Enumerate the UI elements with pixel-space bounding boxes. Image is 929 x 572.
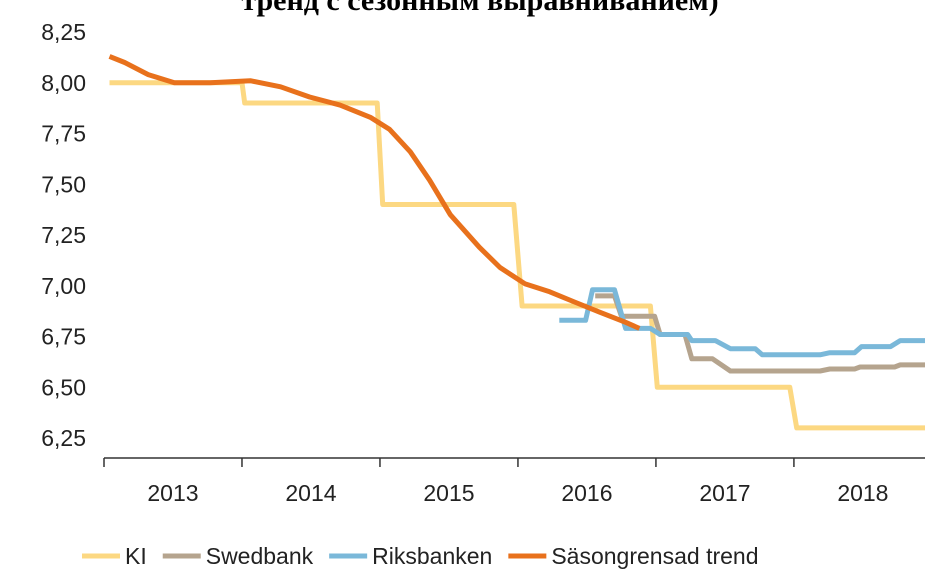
y-tick-label: 7,00 <box>41 273 86 299</box>
chart-title: тренд с сезонным выравниванием) <box>241 0 718 17</box>
x-tick-label: 2018 <box>837 480 888 506</box>
legend-label: KI <box>125 543 147 569</box>
y-tick-label: 7,75 <box>41 121 86 147</box>
y-tick-label: 7,50 <box>41 171 86 197</box>
y-tick-label: 6,50 <box>41 374 86 400</box>
y-tick-label: 6,75 <box>41 324 86 350</box>
y-tick-label: 6,25 <box>41 425 86 451</box>
y-tick-label: 8,25 <box>41 19 86 45</box>
series-line <box>559 287 925 358</box>
y-tick-label: 8,00 <box>41 70 86 96</box>
x-tick-label: 2016 <box>561 480 612 506</box>
x-tick-label: 2014 <box>285 480 336 506</box>
legend-label: Riksbanken <box>372 543 492 569</box>
y-tick-label: 7,25 <box>41 222 86 248</box>
x-tick-label: 2013 <box>147 480 198 506</box>
series-line <box>595 293 925 374</box>
x-tick-label: 2017 <box>699 480 750 506</box>
legend-label: Säsongrensad trend <box>551 543 758 569</box>
legend-label: Swedbank <box>206 543 314 569</box>
x-tick-label: 2015 <box>423 480 474 506</box>
series-line <box>109 80 925 431</box>
series-line <box>108 54 641 331</box>
